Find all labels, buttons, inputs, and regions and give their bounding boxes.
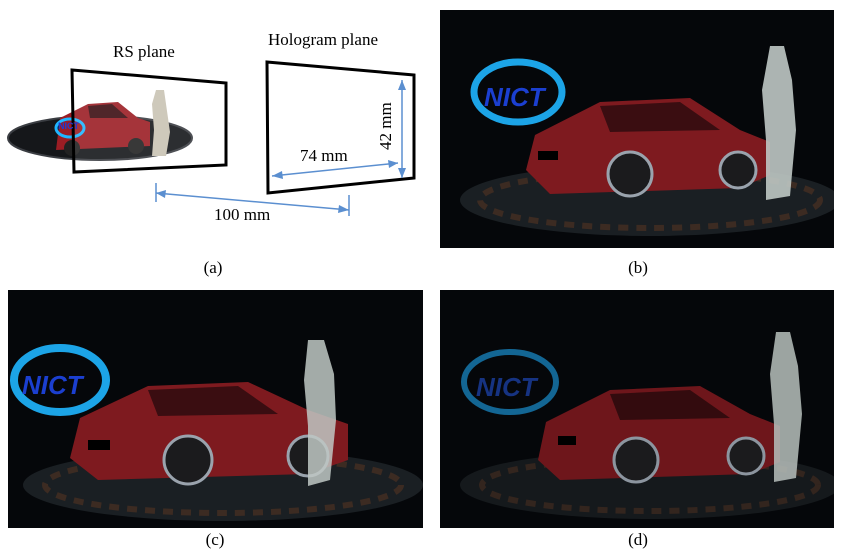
hologram-reconstruction-d: NICT bbox=[460, 332, 834, 519]
logo-ring-icon bbox=[470, 58, 566, 126]
logo-ring-icon bbox=[10, 344, 110, 416]
car-icon bbox=[538, 386, 780, 480]
panel-d-hologram-photo: NICT bbox=[440, 290, 834, 528]
distance-dimension-label: 100 mm bbox=[214, 205, 271, 224]
car-icon bbox=[70, 382, 348, 480]
panel-c-hologram-photo: NICT bbox=[8, 290, 423, 528]
hologram-plane-label: Hologram plane bbox=[268, 30, 378, 49]
panel-b-hologram-photo: NICT bbox=[440, 10, 834, 248]
svg-text:NICT: NICT bbox=[22, 370, 85, 400]
car-icon bbox=[56, 102, 150, 150]
rs-plane-frame bbox=[70, 68, 228, 174]
statue-icon bbox=[152, 90, 170, 156]
svg-text:NICT: NICT bbox=[476, 372, 539, 402]
statue-icon bbox=[762, 46, 796, 200]
width-dimension-label: 74 mm bbox=[300, 146, 348, 165]
hologram-reconstruction-b: NICT bbox=[460, 46, 834, 236]
svg-text:NICT: NICT bbox=[484, 82, 547, 112]
caption-c: (c) bbox=[205, 530, 225, 549]
diagram-drawing bbox=[7, 60, 416, 216]
logo-ring-icon bbox=[54, 117, 86, 139]
panel-a-diagram: NICT RS plane Hologram plane 74 mm 42 mm… bbox=[0, 0, 430, 250]
height-dimension-label: 42 mm bbox=[376, 102, 395, 150]
hologram-plane-frame bbox=[265, 60, 416, 195]
caption-a: (a) bbox=[203, 258, 223, 277]
rs-plane-label: RS plane bbox=[113, 42, 175, 61]
car-icon bbox=[526, 98, 770, 194]
caption-d: (d) bbox=[628, 530, 648, 549]
caption-b: (b) bbox=[628, 258, 648, 277]
statue-icon bbox=[770, 332, 802, 482]
logo-text: NICT bbox=[58, 121, 79, 131]
statue-icon bbox=[304, 340, 336, 486]
hologram-reconstruction-c: NICT bbox=[10, 340, 423, 521]
logo-ring-icon bbox=[461, 349, 559, 415]
